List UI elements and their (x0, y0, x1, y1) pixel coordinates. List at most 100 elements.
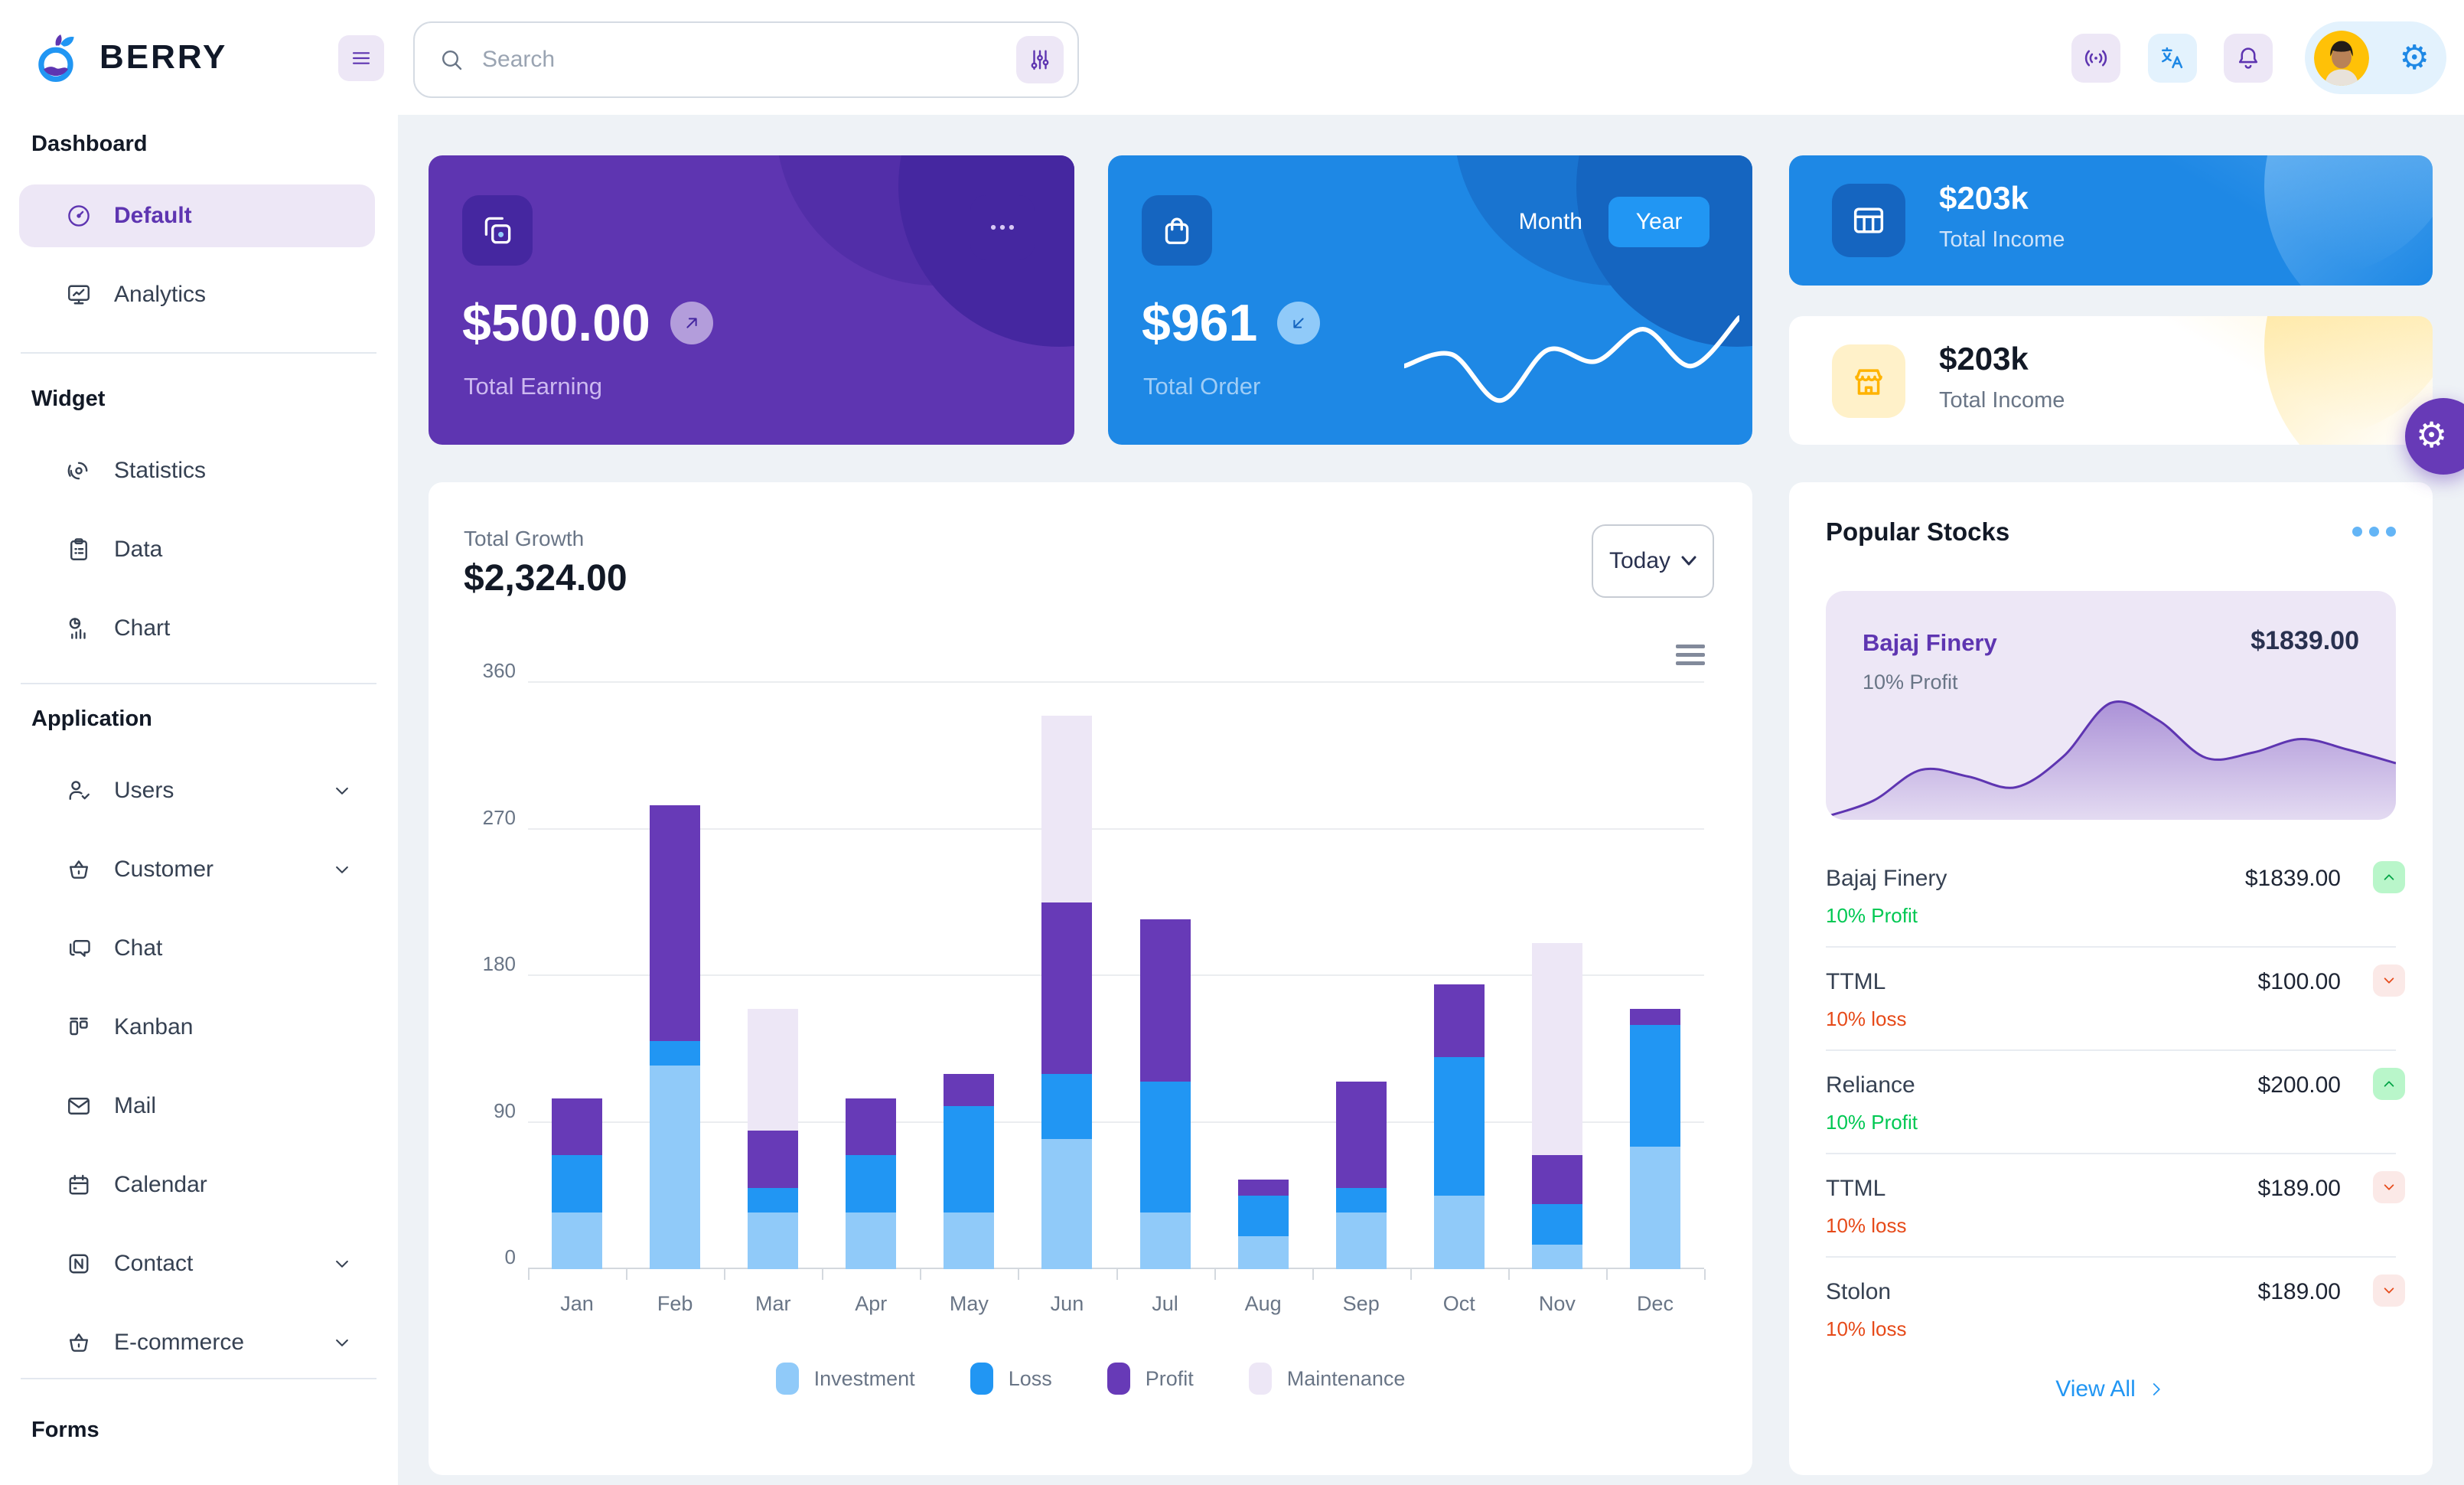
berry-logo-icon (32, 32, 83, 83)
sidebar-item-users[interactable]: Users (19, 759, 375, 822)
stock-price: $200.00 (2257, 1072, 2341, 1098)
toggle-year-button[interactable]: Year (1608, 197, 1709, 247)
gridline (528, 827, 1704, 830)
brand-name: BERRY (99, 38, 228, 76)
sidebar-item-chat[interactable]: Chat (19, 917, 375, 980)
sidebar-item-mail[interactable]: Mail (19, 1075, 375, 1137)
featured-stock-name: Bajaj Finery (1863, 629, 1997, 656)
sidebar-divider (21, 352, 376, 354)
contact-icon (65, 1250, 93, 1278)
y-axis-tick-label: 90 (494, 1098, 516, 1122)
legend-item-loss[interactable]: Loss (970, 1363, 1052, 1395)
stacked-bar-jul (1139, 683, 1191, 1269)
sidebar-item-contact[interactable]: Contact (19, 1232, 375, 1295)
chevron-down-icon (2379, 971, 2399, 991)
chart-menu-button[interactable] (1676, 645, 1705, 665)
bar-segment-investment (748, 1212, 799, 1269)
bar-segment-investment (1139, 1212, 1191, 1269)
sidebar-item-label: Kanban (114, 1014, 194, 1040)
sidebar-item-analytics[interactable]: Analytics (19, 263, 375, 326)
sidebar-divider (21, 1378, 376, 1379)
sidebar-item-kanban[interactable]: Kanban (19, 996, 375, 1059)
search-filter-button[interactable] (1016, 36, 1064, 83)
featured-stock-card[interactable]: Bajaj Finery $1839.00 10% Profit (1826, 591, 2396, 820)
sidebar-section-heading: Forms (31, 1418, 99, 1442)
sidebar-divider (21, 683, 376, 684)
sidebar-item-label: Data (114, 537, 163, 562)
bar-segment-loss (748, 1187, 799, 1212)
growth-range-select[interactable]: Today (1592, 524, 1714, 598)
legend-item-investment[interactable]: Investment (775, 1363, 915, 1395)
notifications-button[interactable] (2224, 34, 2273, 83)
sidebar-item-customer[interactable]: Customer (19, 838, 375, 901)
x-axis-label: Feb (657, 1292, 693, 1315)
view-all-link[interactable]: View All (1789, 1376, 2433, 1402)
earning-card-menu-button[interactable] (970, 195, 1035, 259)
stock-name: Reliance (1826, 1072, 1915, 1098)
stock-row-ttml: TTML $100.00 10% loss (1826, 948, 2405, 1051)
x-axis-tick (1214, 1269, 1216, 1280)
chevron-down-icon (331, 1252, 354, 1275)
sliders-icon (1026, 46, 1054, 73)
stacked-bar-feb (650, 683, 701, 1269)
stock-trend-badge (2373, 964, 2405, 997)
sidebar-item-default[interactable]: Default (19, 184, 375, 247)
language-button[interactable] (2148, 34, 2197, 83)
sidebar-item-chart[interactable]: Chart (19, 597, 375, 660)
bar-segment-loss (1433, 1057, 1485, 1196)
x-axis-tick (1704, 1269, 1706, 1280)
sidebar-item-label: E-commerce (114, 1330, 245, 1355)
profile-menu-button[interactable]: ⚙ (2305, 21, 2446, 94)
customize-settings-fab[interactable]: ⚙ (2405, 398, 2464, 475)
sidebar-item-label: Calendar (114, 1172, 207, 1197)
growth-value: $2,324.00 (464, 558, 627, 599)
income-light-icon-box (1832, 344, 1905, 418)
hamburger-icon (349, 46, 373, 70)
stock-trend-badge (2373, 861, 2405, 893)
stacked-bar-dec (1629, 683, 1680, 1269)
bar-segment-profit (1433, 984, 1485, 1058)
legend-item-profit[interactable]: Profit (1107, 1363, 1194, 1395)
toggle-month-button[interactable]: Month (1518, 209, 1582, 234)
bar-segment-loss (1237, 1196, 1289, 1237)
stock-price: $189.00 (2257, 1176, 2341, 1201)
stock-name: Stolon (1826, 1279, 1892, 1304)
x-axis-label: Sep (1342, 1292, 1380, 1315)
decorative-circle (2264, 155, 2433, 286)
chevron-down-icon (331, 1331, 354, 1354)
sidebar-item-components[interactable]: Components (19, 1470, 375, 1485)
y-axis-tick-label: 360 (482, 659, 516, 682)
legend-swatch (775, 1363, 799, 1395)
sidebar-item-data[interactable]: Data (19, 518, 375, 581)
legend-swatch (1248, 1363, 1272, 1395)
total-earning-label: Total Earning (464, 373, 602, 400)
total-income-light-card: $203k Total Income (1789, 316, 2433, 445)
growth-bar-chart: 0 90 180 270 360 Jan Feb Mar Apr May Jun Jul Aug Sep O… (483, 659, 1706, 1315)
live-status-button[interactable] (2071, 34, 2120, 83)
bar-segment-profit (650, 805, 701, 1042)
legend-swatch (970, 1363, 993, 1395)
total-order-card: Month Year $961 Total Order (1108, 155, 1752, 445)
sidebar-item-statistics[interactable]: Statistics (19, 439, 375, 502)
sidebar-item-e-commerce[interactable]: E-commerce (19, 1311, 375, 1374)
stocks-menu-button[interactable] (2352, 527, 2396, 537)
mail-icon (65, 1092, 93, 1120)
sidebar-item-calendar[interactable]: Calendar (19, 1154, 375, 1216)
arrow-down-left-icon (1287, 312, 1310, 335)
income-light-label: Total Income (1939, 388, 2065, 413)
trend-up-chip (670, 302, 713, 344)
sidebar-toggle-button[interactable] (338, 35, 384, 81)
total-order-value: $961 (1142, 294, 1258, 352)
total-earning-value: $500.00 (462, 294, 650, 352)
cards-copy-icon (478, 211, 517, 250)
brand-logo: BERRY (32, 0, 227, 115)
search-input[interactable] (482, 47, 1016, 73)
sidebar: Dashboard Default Analytics Widget Statistic… (0, 115, 398, 1485)
chart-legend: Investment Loss Profit Maintenance (429, 1363, 1752, 1395)
legend-label: Maintenance (1286, 1366, 1406, 1390)
legend-item-maintenance[interactable]: Maintenance (1248, 1363, 1406, 1395)
x-axis-tick (724, 1269, 726, 1280)
stacked-bar-apr (846, 683, 897, 1269)
sidebar-item-label: Mail (114, 1093, 157, 1118)
legend-label: Profit (1145, 1366, 1194, 1390)
